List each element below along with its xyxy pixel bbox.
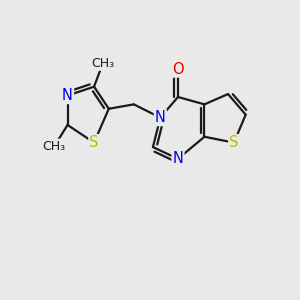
Text: S: S <box>229 135 239 150</box>
Text: N: N <box>172 151 183 166</box>
Text: CH₃: CH₃ <box>43 140 66 153</box>
Text: O: O <box>172 61 184 76</box>
Text: N: N <box>62 88 73 103</box>
Text: S: S <box>89 135 99 150</box>
Text: CH₃: CH₃ <box>91 57 114 70</box>
Text: N: N <box>155 110 166 125</box>
